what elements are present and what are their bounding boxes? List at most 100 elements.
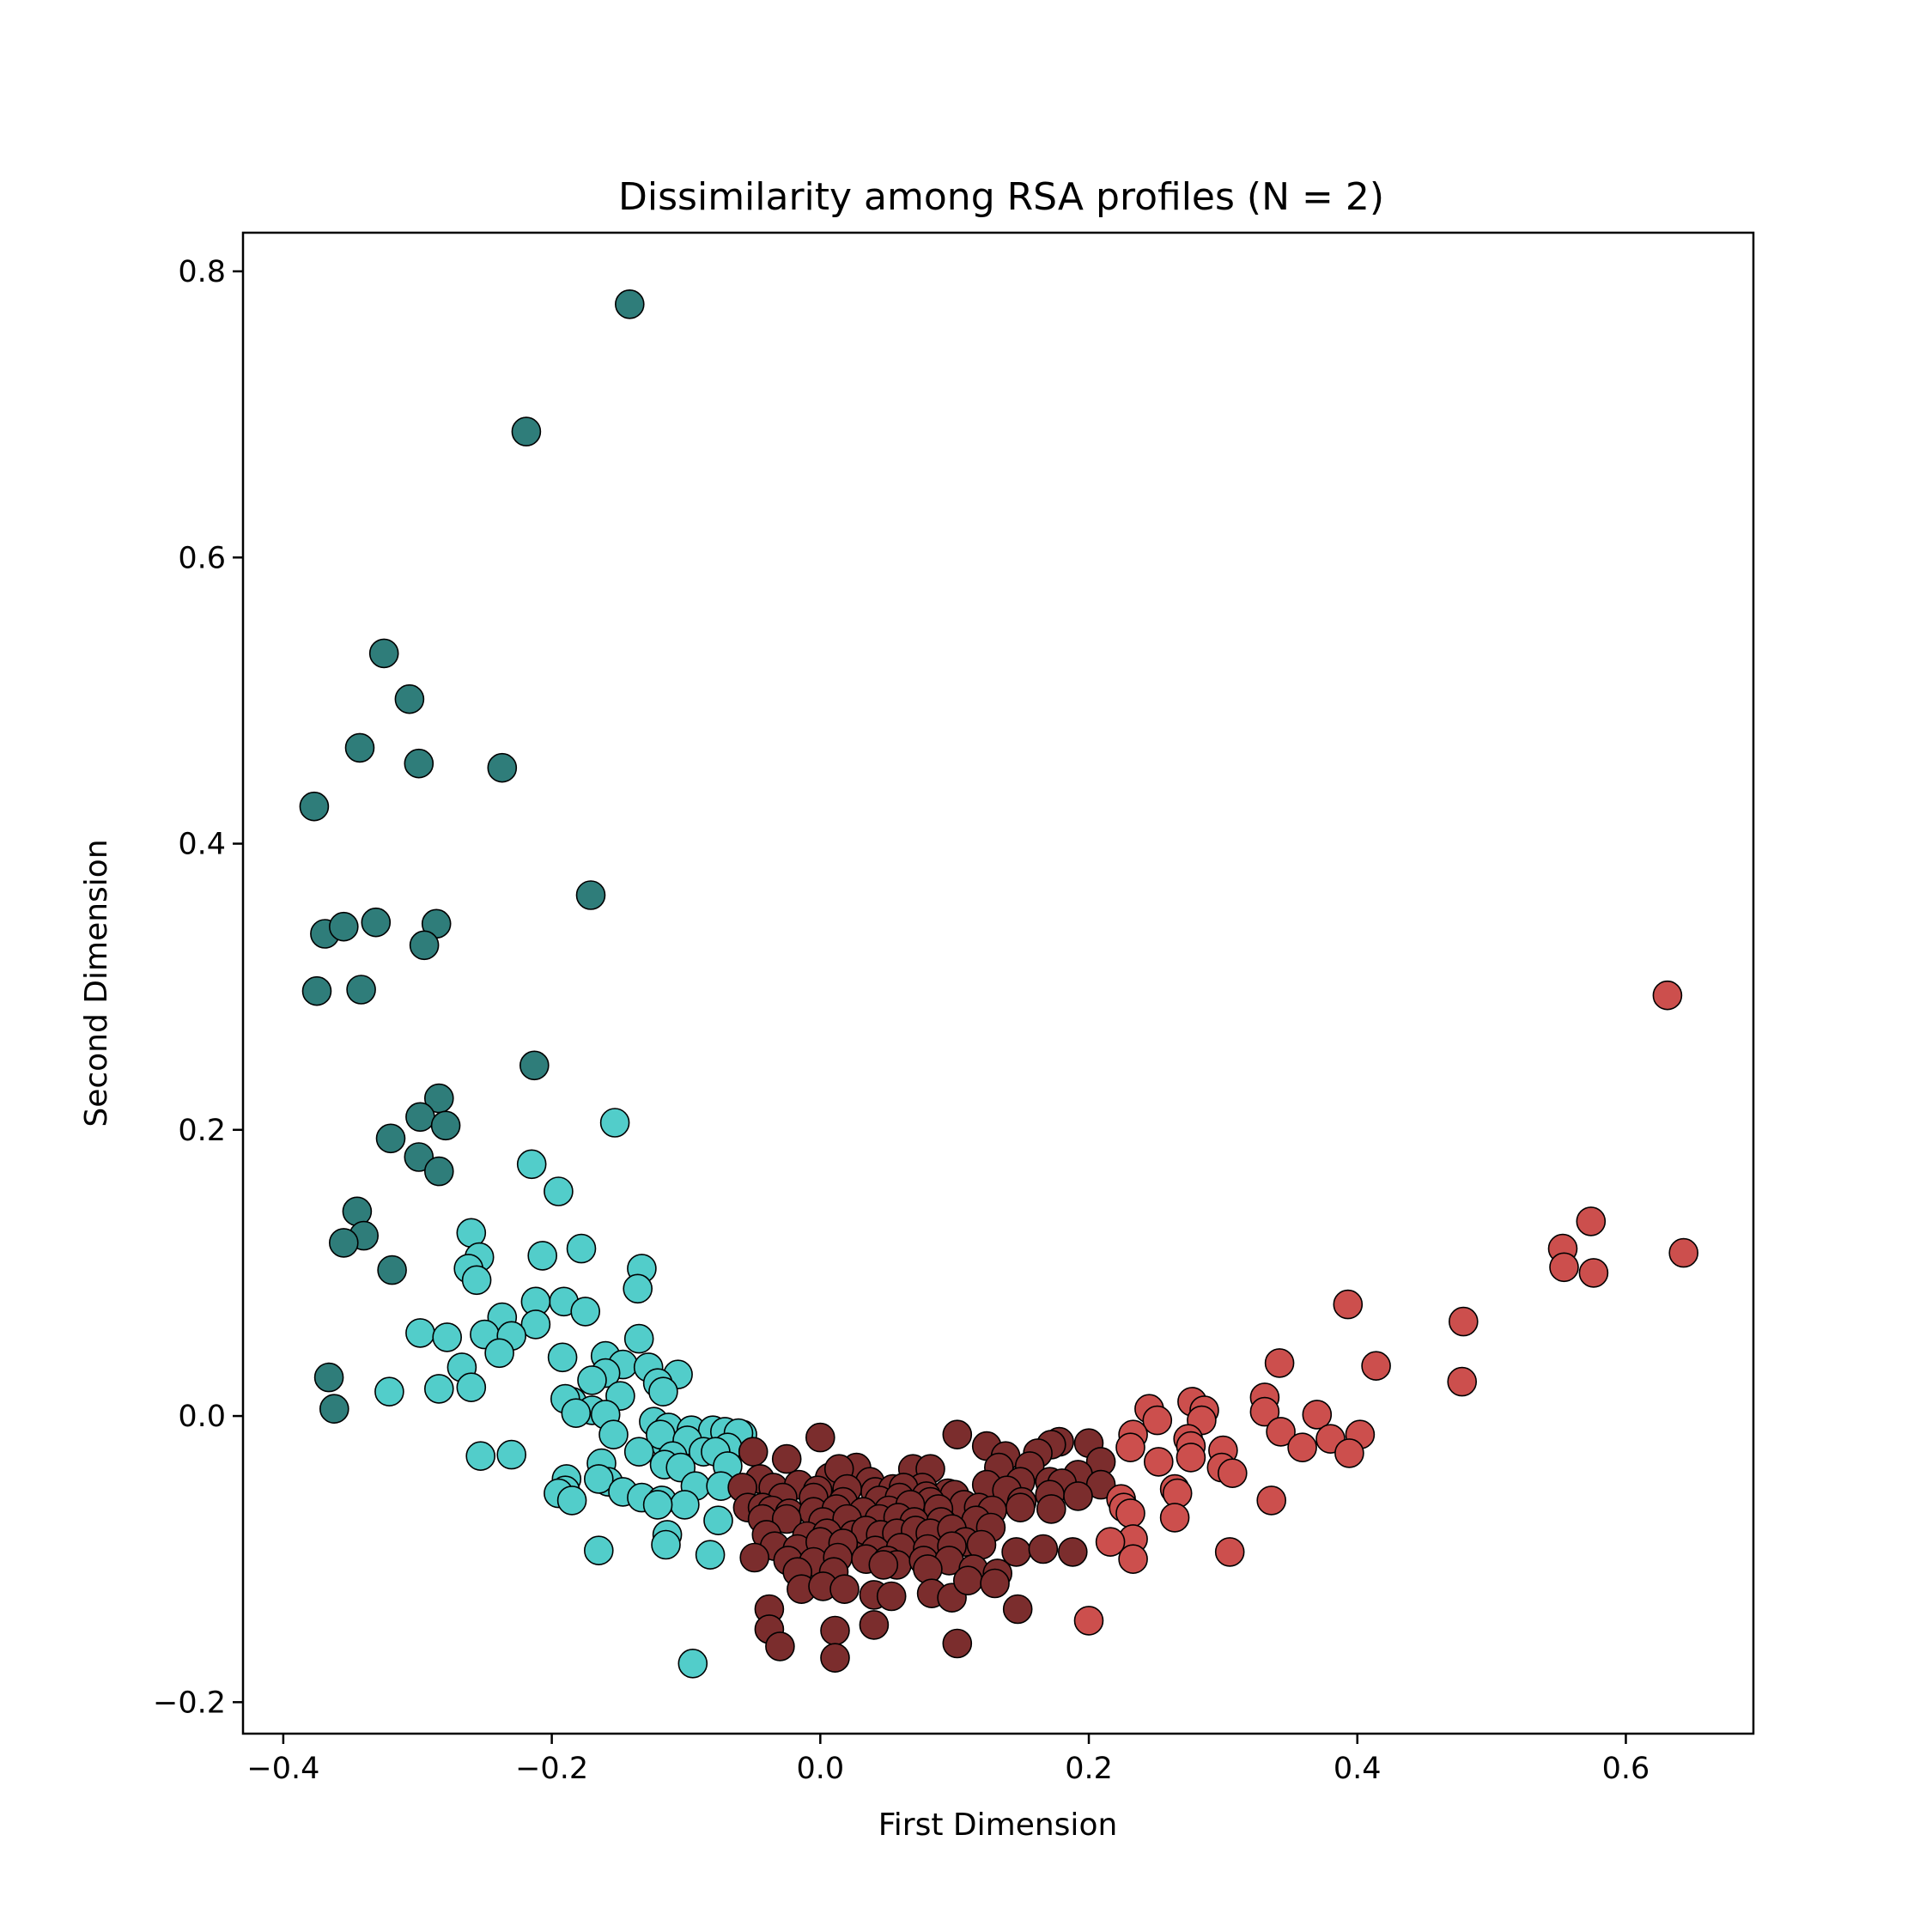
- data-point-group-4: [1095, 1527, 1126, 1557]
- data-point-group-3: [1002, 1594, 1033, 1625]
- data-point-group-1: [299, 791, 330, 822]
- data-point-group-2: [547, 1342, 578, 1373]
- y-axis-label: Second Dimension: [79, 839, 114, 1127]
- data-point-group-4: [1668, 1237, 1698, 1268]
- data-point-group-1: [328, 1228, 359, 1258]
- data-point-group-3: [1058, 1537, 1088, 1567]
- data-point-group-2: [561, 1398, 592, 1428]
- data-point-group-1: [346, 975, 376, 1005]
- data-point-group-4: [1214, 1537, 1245, 1567]
- data-point-group-4: [1302, 1400, 1333, 1430]
- data-point-group-2: [527, 1241, 558, 1271]
- data-point-group-2: [583, 1535, 614, 1565]
- data-point-group-1: [328, 911, 359, 942]
- data-point-group-2: [623, 1273, 653, 1304]
- data-point-group-3: [765, 1631, 795, 1662]
- data-point-group-1: [375, 1123, 406, 1154]
- y-tick-label: −0.2: [153, 1686, 226, 1720]
- data-point-group-3: [980, 1568, 1010, 1599]
- data-point-group-3: [771, 1443, 802, 1474]
- data-point-group-4: [1218, 1458, 1248, 1488]
- data-point-group-2: [516, 1149, 547, 1180]
- data-point-group-1: [394, 683, 425, 714]
- data-point-group-2: [465, 1441, 496, 1471]
- data-point-group-4: [1549, 1252, 1579, 1283]
- data-point-group-2: [583, 1464, 614, 1494]
- data-point-group-1: [423, 1156, 454, 1187]
- data-point-group-4: [1115, 1432, 1145, 1462]
- data-point-group-4: [1447, 1366, 1477, 1397]
- data-point-group-1: [511, 416, 542, 447]
- x-axis-label: First Dimension: [878, 1807, 1118, 1843]
- data-point-group-2: [423, 1374, 454, 1404]
- data-point-group-2: [432, 1322, 463, 1352]
- data-point-group-4: [1334, 1438, 1364, 1468]
- data-points: [299, 289, 1698, 1679]
- data-point-group-2: [651, 1529, 681, 1560]
- data-point-group-1: [313, 1362, 344, 1393]
- x-tick-label: 0.2: [1065, 1752, 1113, 1786]
- data-point-group-3: [1005, 1492, 1036, 1522]
- data-point-group-3: [805, 1422, 835, 1453]
- data-point-group-2: [405, 1318, 435, 1348]
- chart-title: Dissimilarity among RSA profiles (N = 2): [618, 175, 1384, 219]
- data-point-group-3: [942, 1628, 973, 1659]
- plot-frame: [241, 231, 1755, 1735]
- data-point-group-3: [829, 1574, 860, 1604]
- data-point-group-2: [703, 1505, 733, 1535]
- data-point-group-2: [566, 1233, 597, 1264]
- data-point-group-2: [670, 1490, 700, 1520]
- data-point-group-1: [301, 975, 332, 1006]
- data-point-group-2: [577, 1365, 607, 1395]
- data-point-group-4: [1361, 1351, 1391, 1381]
- y-tick-label: 0.4: [178, 828, 226, 862]
- data-point-group-1: [409, 930, 440, 961]
- data-point-group-4: [1333, 1289, 1364, 1320]
- data-point-group-1: [377, 1255, 407, 1285]
- data-point-group-3: [859, 1610, 890, 1640]
- data-point-group-3: [738, 1437, 769, 1467]
- data-point-group-2: [642, 1490, 673, 1520]
- y-tick-label: 0.2: [178, 1114, 226, 1148]
- data-point-group-2: [623, 1437, 654, 1467]
- data-point-group-4: [1652, 980, 1683, 1011]
- data-point-group-2: [623, 1323, 654, 1354]
- data-point-group-3: [868, 1550, 899, 1580]
- data-point-group-2: [556, 1485, 587, 1516]
- data-point-group-3: [820, 1643, 850, 1673]
- y-tick-label: 0.0: [178, 1400, 226, 1434]
- x-tick-label: 0.0: [796, 1752, 844, 1786]
- data-point-group-4: [1073, 1606, 1104, 1636]
- data-point-group-1: [361, 907, 392, 938]
- data-point-group-4: [1159, 1503, 1190, 1533]
- data-point-group-2: [570, 1297, 601, 1327]
- data-point-group-1: [404, 748, 434, 779]
- data-point-group-4: [1449, 1306, 1479, 1337]
- data-point-group-3: [1036, 1494, 1066, 1524]
- data-point-group-4: [1249, 1396, 1280, 1427]
- data-point-group-2: [544, 1176, 574, 1206]
- data-point-group-1: [519, 1050, 550, 1081]
- data-point-group-1: [405, 1102, 435, 1133]
- data-point-group-1: [368, 638, 399, 669]
- data-point-group-4: [1115, 1498, 1145, 1528]
- data-point-group-4: [1256, 1485, 1286, 1516]
- data-point-group-4: [1142, 1405, 1173, 1436]
- data-point-group-2: [599, 1108, 630, 1138]
- data-point-group-4: [1176, 1443, 1206, 1473]
- data-point-group-4: [1264, 1348, 1295, 1378]
- data-point-group-2: [484, 1338, 514, 1369]
- data-point-group-3: [820, 1615, 850, 1646]
- data-point-group-2: [648, 1376, 678, 1406]
- data-point-group-2: [695, 1540, 726, 1570]
- data-point-group-2: [374, 1376, 404, 1406]
- data-point-group-1: [614, 289, 645, 319]
- data-point-group-3: [771, 1504, 802, 1534]
- data-point-group-2: [456, 1372, 487, 1402]
- data-point-group-3: [876, 1581, 907, 1612]
- data-point-group-2: [677, 1649, 708, 1679]
- data-point-group-3: [1063, 1481, 1093, 1511]
- data-point-group-4: [1287, 1432, 1317, 1462]
- data-point-group-1: [344, 732, 375, 763]
